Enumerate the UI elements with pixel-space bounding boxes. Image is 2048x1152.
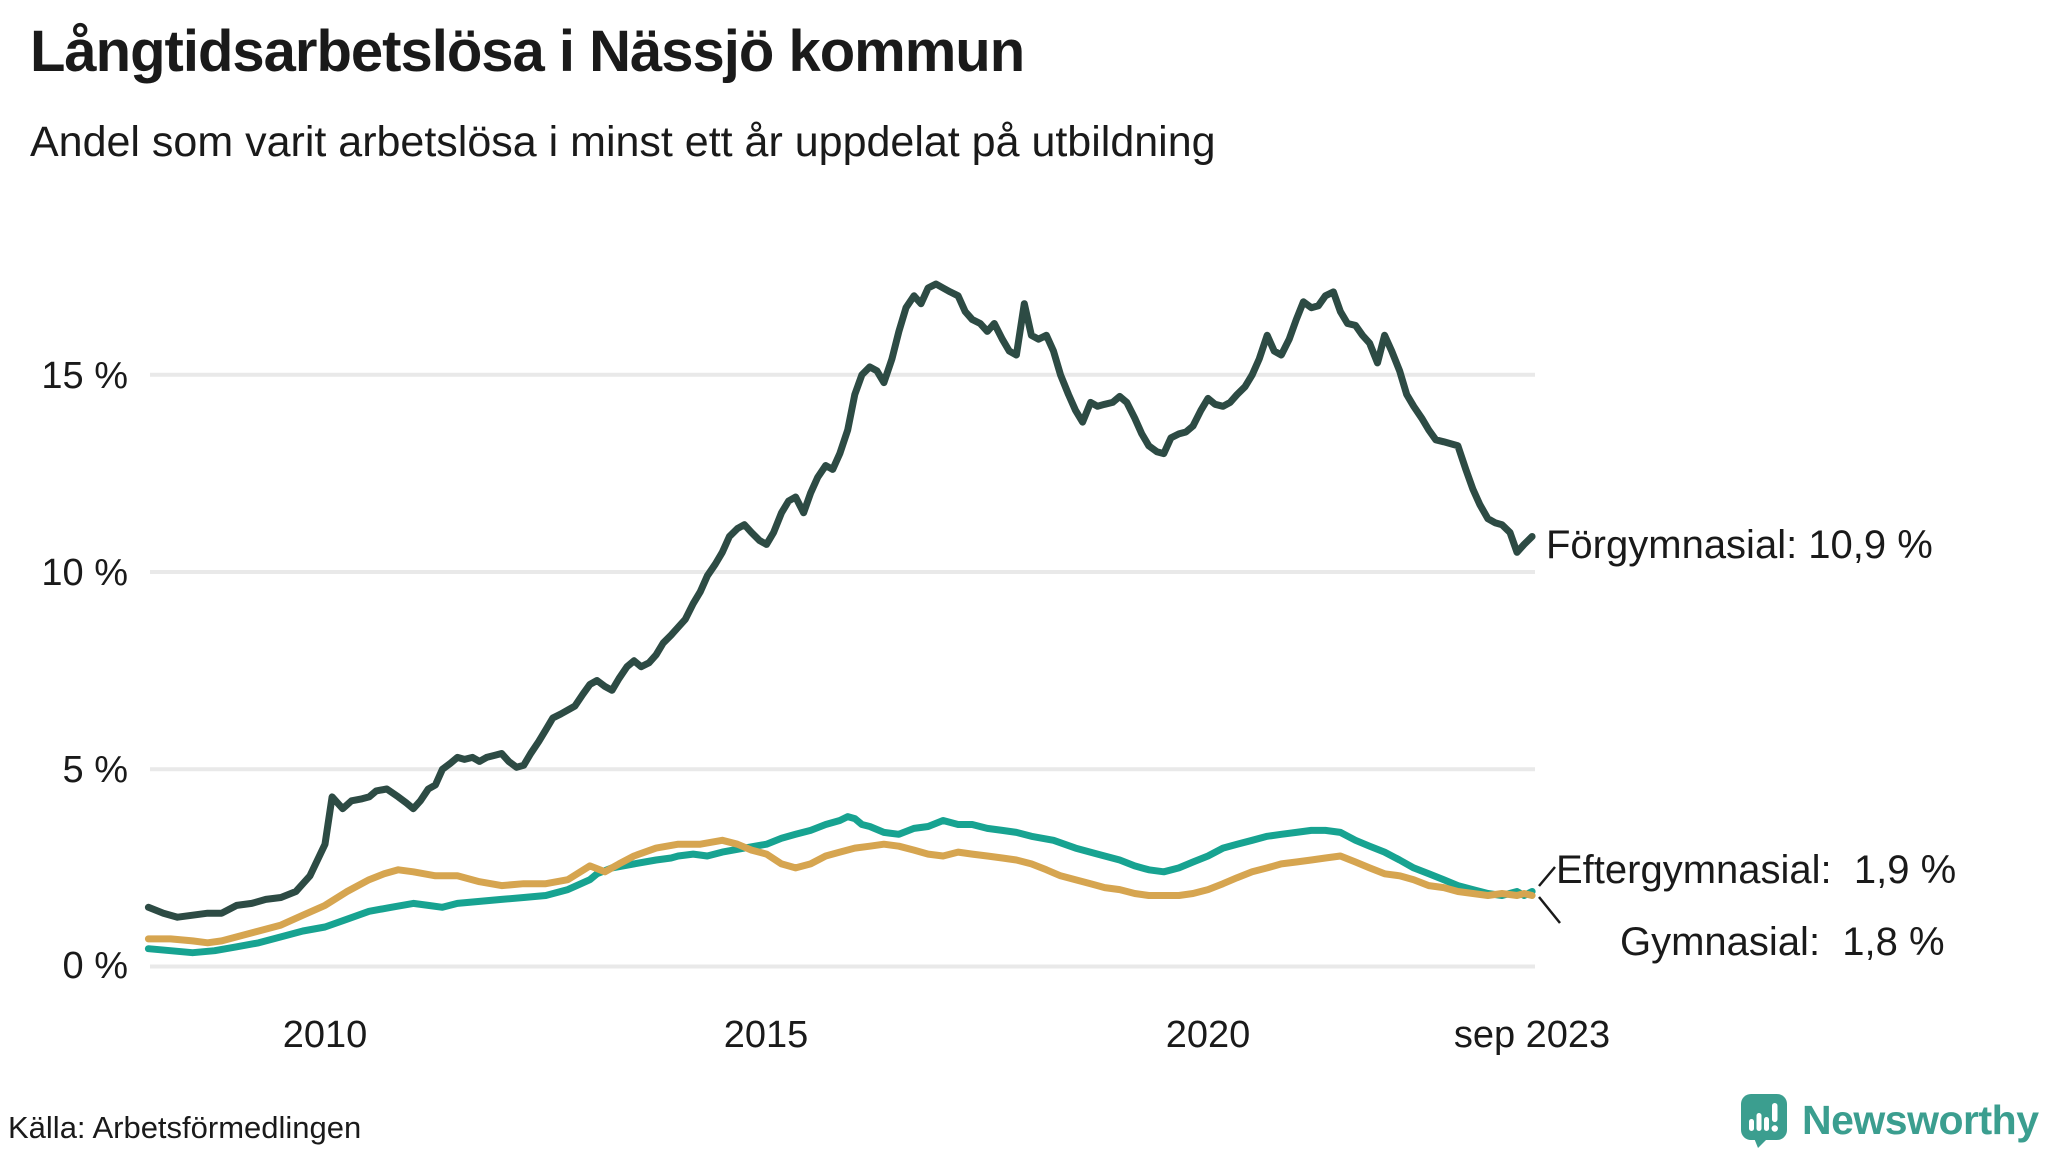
page-subtitle: Andel som varit arbetslösa i minst ett å…	[30, 118, 1216, 166]
series-lines	[144, 280, 1536, 957]
series-line-gymnasial	[144, 836, 1536, 947]
source-text: Källa: Arbetsförmedlingen	[8, 1110, 362, 1145]
x-axis-label-2010: 2010	[282, 1014, 368, 1056]
y-axis-label-0: 0 %	[62, 945, 128, 987]
series-line-forgymnasial	[144, 280, 1536, 921]
y-axis-label-10: 10 %	[41, 552, 128, 594]
y-axis-label-5: 5 %	[62, 749, 128, 791]
x-axis-label-sep-2023: sep 2023	[1453, 1014, 1611, 1056]
x-axis-label-2015: 2015	[723, 1014, 809, 1056]
gridlines	[150, 372, 1535, 969]
series-line-eftergymnasial	[144, 813, 1536, 957]
page-title: Långtidsarbetslösa i Nässjö kommun	[30, 19, 1025, 84]
line-label-forgymnasial: Förgymnasial: 10,9 %	[1546, 523, 1933, 567]
line-label-gymnasial: Gymnasial: 1,8 %	[1620, 920, 1945, 964]
x-axis-label-2020: 2020	[1165, 1014, 1251, 1056]
annotation-connectors	[1538, 866, 1561, 924]
newsworthy-logo-text: Newsworthy	[1802, 1096, 2039, 1143]
newsworthy-logo-icon	[1741, 1094, 1787, 1148]
y-axis-label-15: 15 %	[41, 355, 128, 397]
newsworthy-logo[interactable]: Newsworthy	[1740, 1092, 2039, 1148]
connector-eftergymnasial	[1538, 866, 1556, 887]
line-label-eftergymnasial: Eftergymnasial: 1,9 %	[1556, 848, 1957, 892]
connector-gymnasial	[1538, 896, 1561, 924]
